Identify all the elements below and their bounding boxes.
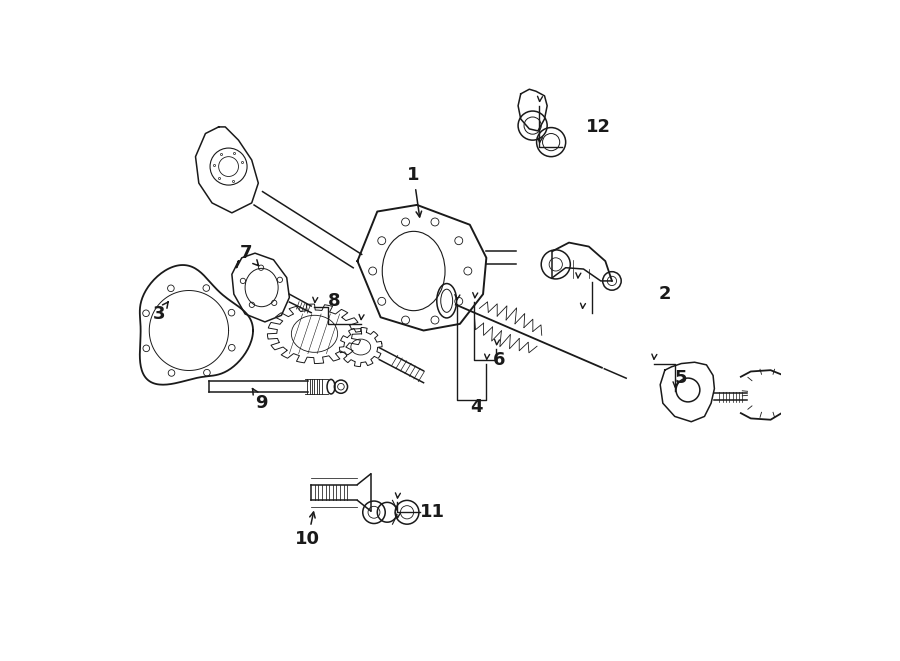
Text: 5: 5 <box>675 369 688 387</box>
Text: 10: 10 <box>295 512 320 548</box>
Text: 3: 3 <box>153 302 168 323</box>
Text: 1: 1 <box>408 166 421 217</box>
Text: 6: 6 <box>493 351 506 369</box>
Text: 7: 7 <box>240 243 258 266</box>
Text: 4: 4 <box>470 397 482 416</box>
Text: 11: 11 <box>420 503 446 522</box>
Text: 8: 8 <box>328 292 340 310</box>
Text: 12: 12 <box>586 118 610 136</box>
Text: 2: 2 <box>658 285 670 303</box>
Text: 9: 9 <box>253 389 268 412</box>
